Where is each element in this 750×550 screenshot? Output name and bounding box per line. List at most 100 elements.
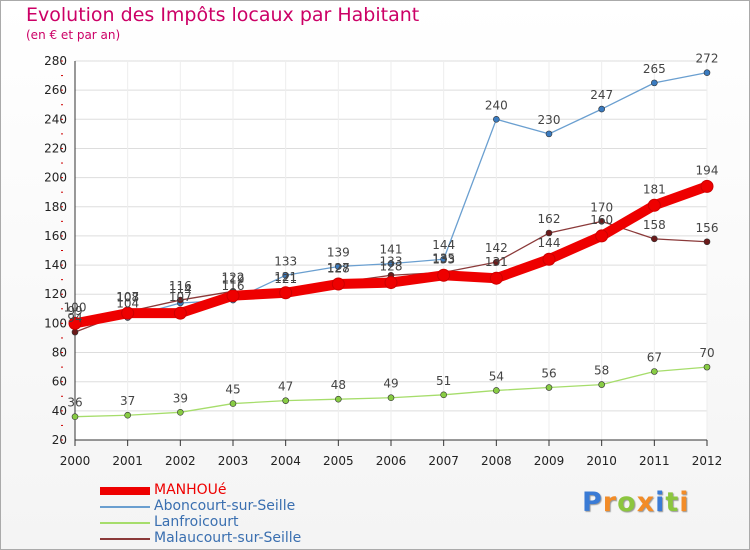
data-label: 36: [67, 396, 82, 410]
data-label: 121: [274, 270, 297, 284]
legend-label: Lanfroicourt: [154, 514, 239, 530]
data-point: [71, 413, 79, 420]
data-label: 131: [485, 255, 508, 269]
data-point: [651, 368, 658, 375]
data-label: 45: [225, 383, 240, 397]
data-label: 144: [432, 238, 455, 252]
data-label: 121: [274, 272, 297, 286]
data-point: [542, 252, 556, 266]
data-label: 108: [116, 291, 139, 305]
data-label: 170: [590, 200, 613, 214]
data-point: [440, 255, 447, 263]
legend-swatch: [100, 522, 150, 524]
data-point: [651, 235, 658, 243]
data-label: 128: [327, 262, 350, 276]
data-point: [71, 328, 79, 336]
data-point: [173, 306, 187, 320]
x-tick-label: 2005: [323, 454, 354, 468]
data-label: 127: [327, 261, 350, 275]
data-label: 160: [590, 213, 613, 227]
y-tick-label: 40: [52, 404, 67, 418]
proxiti-logo: Proxiti: [582, 487, 690, 518]
data-point: [335, 395, 342, 403]
data-point: [700, 179, 714, 193]
data-label: 247: [590, 88, 613, 102]
x-tick-label: 2002: [165, 454, 196, 468]
x-tick-label: 2011: [639, 454, 670, 468]
data-label: 194: [696, 163, 719, 177]
data-point: [282, 271, 289, 279]
data-label: 100: [64, 300, 87, 314]
legend-swatch: [100, 538, 150, 540]
legend-label: Aboncourt-sur-Seille: [154, 498, 296, 514]
y-tick-label: 140: [44, 258, 67, 272]
legend-swatch: [100, 487, 150, 495]
data-point: [703, 238, 711, 246]
x-tick-label: 2006: [376, 454, 407, 468]
data-label: 162: [538, 212, 561, 226]
x-tick-label: 2009: [534, 454, 565, 468]
y-tick-label: 60: [52, 375, 67, 389]
data-point: [331, 277, 345, 291]
data-label: 58: [594, 364, 609, 378]
data-point: [229, 400, 237, 407]
data-label: 265: [643, 62, 666, 76]
x-tick-label: 2000: [60, 454, 91, 468]
data-point: [598, 381, 605, 388]
legend-label: MANHOUé: [154, 482, 227, 498]
data-label: 272: [696, 52, 719, 66]
data-point: [387, 260, 395, 267]
data-point: [121, 306, 135, 320]
data-point: [493, 258, 500, 266]
data-label: 70: [699, 346, 714, 360]
data-label: 144: [538, 236, 561, 250]
data-label: 122: [222, 270, 245, 284]
data-label: 67: [647, 350, 662, 364]
data-label: 133: [432, 252, 455, 266]
y-tick-label: 200: [44, 171, 67, 185]
data-label: 37: [120, 394, 135, 408]
data-label: 181: [643, 182, 666, 196]
data-label: 119: [222, 273, 245, 287]
data-point: [335, 263, 342, 270]
data-label: 94: [67, 311, 82, 325]
data-point: [493, 116, 500, 123]
x-tick-label: 2008: [481, 454, 512, 468]
data-point: [703, 363, 711, 371]
x-tick-label: 2007: [428, 454, 459, 468]
y-tick-label: 220: [44, 141, 67, 155]
data-point: [124, 411, 131, 419]
data-point: [545, 384, 553, 391]
data-point: [387, 394, 395, 402]
y-tick-label: 160: [44, 229, 67, 243]
data-label: 107: [169, 290, 192, 304]
data-label: 54: [489, 369, 504, 383]
data-label: 142: [485, 241, 508, 255]
data-label: 114: [169, 282, 192, 296]
data-label: 39: [173, 391, 188, 405]
x-tick-label: 2012: [692, 454, 723, 468]
data-label: 51: [436, 374, 451, 388]
x-tick-label: 2003: [218, 454, 249, 468]
data-point: [647, 198, 661, 212]
y-tick-label: 20: [52, 433, 67, 447]
data-point: [651, 79, 658, 87]
y-tick-label: 100: [44, 316, 67, 330]
x-tick-label: 2010: [586, 454, 617, 468]
data-label: 139: [327, 246, 350, 260]
x-tick-label: 2004: [270, 454, 301, 468]
data-point: [598, 218, 605, 225]
data-label: 48: [331, 378, 346, 392]
y-tick-label: 80: [52, 346, 67, 360]
data-point: [437, 268, 451, 282]
data-label: 133: [380, 254, 403, 268]
data-point: [177, 409, 184, 416]
data-point: [279, 286, 293, 300]
data-point: [282, 397, 289, 404]
data-point: [545, 229, 553, 237]
data-label: 99: [67, 304, 82, 318]
legend-label: Malaucourt-sur-Seille: [154, 530, 302, 546]
data-label: 141: [380, 243, 403, 257]
y-tick-label: 120: [44, 287, 67, 301]
